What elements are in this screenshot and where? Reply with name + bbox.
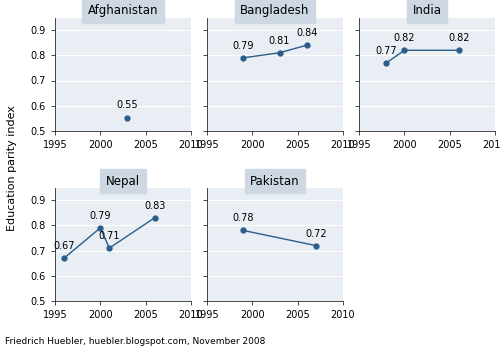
- Text: 0.71: 0.71: [98, 231, 120, 241]
- Text: 0.84: 0.84: [296, 28, 318, 38]
- Title: Afghanistan: Afghanistan: [88, 5, 158, 18]
- Text: 0.78: 0.78: [232, 214, 254, 224]
- Title: India: India: [412, 5, 442, 18]
- Text: 0.82: 0.82: [394, 33, 415, 43]
- Text: 0.55: 0.55: [116, 100, 138, 110]
- Text: 0.77: 0.77: [376, 46, 397, 56]
- Text: 0.82: 0.82: [448, 33, 469, 43]
- Text: Education parity index: Education parity index: [8, 105, 18, 231]
- Title: Bangladesh: Bangladesh: [240, 5, 310, 18]
- Text: 0.72: 0.72: [305, 229, 326, 239]
- Title: Pakistan: Pakistan: [250, 175, 300, 188]
- Text: 0.79: 0.79: [232, 41, 254, 51]
- Title: Nepal: Nepal: [106, 175, 140, 188]
- Text: 0.83: 0.83: [144, 201, 166, 211]
- Text: 0.79: 0.79: [90, 211, 111, 221]
- Text: 0.81: 0.81: [269, 36, 290, 46]
- Text: Friedrich Huebler, huebler.blogspot.com, November 2008: Friedrich Huebler, huebler.blogspot.com,…: [5, 337, 266, 346]
- Text: 0.67: 0.67: [54, 241, 75, 251]
